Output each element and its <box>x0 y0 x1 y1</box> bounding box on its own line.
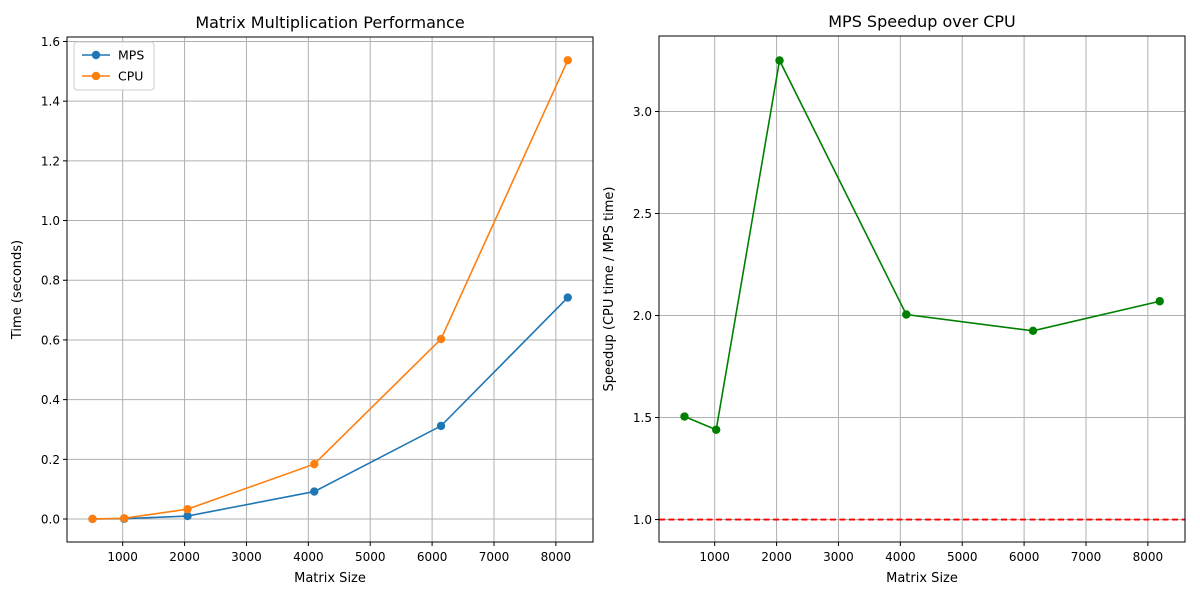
data-point <box>775 56 784 65</box>
data-point <box>310 487 319 496</box>
x-tick-label: 5000 <box>355 550 386 564</box>
series-line <box>92 59 569 520</box>
x-tick-label: 5000 <box>947 550 978 564</box>
y-axis-label: Speedup (CPU time / MPS time) <box>602 187 617 392</box>
legend: MPS CPU <box>73 41 155 91</box>
y-tick-label: 1.0 <box>633 513 652 527</box>
data-point <box>1155 297 1164 306</box>
series-line <box>684 57 1160 431</box>
data-point <box>563 293 572 302</box>
data-point <box>88 514 97 524</box>
series-line <box>92 296 569 520</box>
y-tick-label: 3.0 <box>633 105 652 119</box>
grid-lines <box>67 37 593 542</box>
data-point <box>310 459 319 469</box>
data-marks <box>88 56 572 524</box>
x-tick-label: 8000 <box>1133 550 1164 564</box>
legend-swatch-marker <box>91 71 101 81</box>
y-tick-label: 0.4 <box>41 393 60 407</box>
y-tick-label: 0.8 <box>41 274 60 288</box>
x-tick-label: 1000 <box>699 550 730 564</box>
data-point <box>183 504 192 514</box>
legend-entry-label: MPS <box>118 48 144 63</box>
legend-swatch-marker <box>91 50 101 60</box>
data-point <box>711 425 721 434</box>
chart-title: Matrix Multiplication Performance <box>195 13 464 32</box>
x-tick-label: 3000 <box>823 550 854 564</box>
x-tick-label: 2000 <box>169 550 200 564</box>
x-tick-label: 4000 <box>293 550 324 564</box>
data-point <box>183 511 192 521</box>
y-tick-label: 1.6 <box>41 35 60 49</box>
axis-ticks: 1000 2000 3000 4000 5000 6000 7000 8000 1.0 1.5 2.… <box>633 105 1163 564</box>
grid-lines <box>659 36 1185 542</box>
plot-frame <box>658 35 1186 543</box>
x-tick-label: 6000 <box>1009 550 1040 564</box>
y-tick-label: 1.0 <box>41 214 60 228</box>
x-tick-label: 1000 <box>107 550 138 564</box>
plot-frame <box>66 36 594 543</box>
axis-ticks: 1000 2000 3000 4000 5000 6000 7000 8000 0.0 0.2 0.… <box>41 35 571 564</box>
y-tick-label: 1.4 <box>41 95 60 109</box>
chart-title: MPS Speedup over CPU <box>828 12 1016 31</box>
data-point <box>436 334 446 344</box>
data-point <box>680 412 689 421</box>
x-tick-label: 7000 <box>479 550 510 564</box>
y-tick-label: 1.5 <box>633 411 652 425</box>
data-point <box>902 310 911 319</box>
performance-chart: 1000 2000 3000 4000 5000 6000 7000 8000 0.0 0.2 0.… <box>10 13 594 586</box>
x-tick-label: 7000 <box>1071 550 1102 564</box>
legend-entry-label: CPU <box>118 69 143 84</box>
x-tick-label: 3000 <box>231 550 262 564</box>
x-tick-label: 6000 <box>417 550 448 564</box>
y-tick-label: 2.0 <box>633 309 652 323</box>
y-tick-label: 0.0 <box>41 513 60 527</box>
y-tick-label: 1.2 <box>41 154 60 168</box>
data-point <box>563 56 572 65</box>
y-tick-label: 0.6 <box>41 333 60 347</box>
y-tick-label: 0.2 <box>41 453 60 467</box>
x-tick-label: 8000 <box>541 550 572 564</box>
speedup-chart: 1000 2000 3000 4000 5000 6000 7000 8000 1.0 1.5 2.… <box>602 12 1186 586</box>
data-point <box>436 421 446 431</box>
y-tick-label: 2.5 <box>633 207 652 221</box>
x-tick-label: 4000 <box>885 550 916 564</box>
x-axis-label: Matrix Size <box>294 571 366 586</box>
data-point <box>1028 326 1038 336</box>
x-axis-label: Matrix Size <box>886 571 958 586</box>
data-marks <box>659 56 1185 521</box>
x-tick-label: 2000 <box>761 550 792 564</box>
data-point <box>119 514 129 523</box>
y-axis-label: Time (seconds) <box>10 240 25 340</box>
